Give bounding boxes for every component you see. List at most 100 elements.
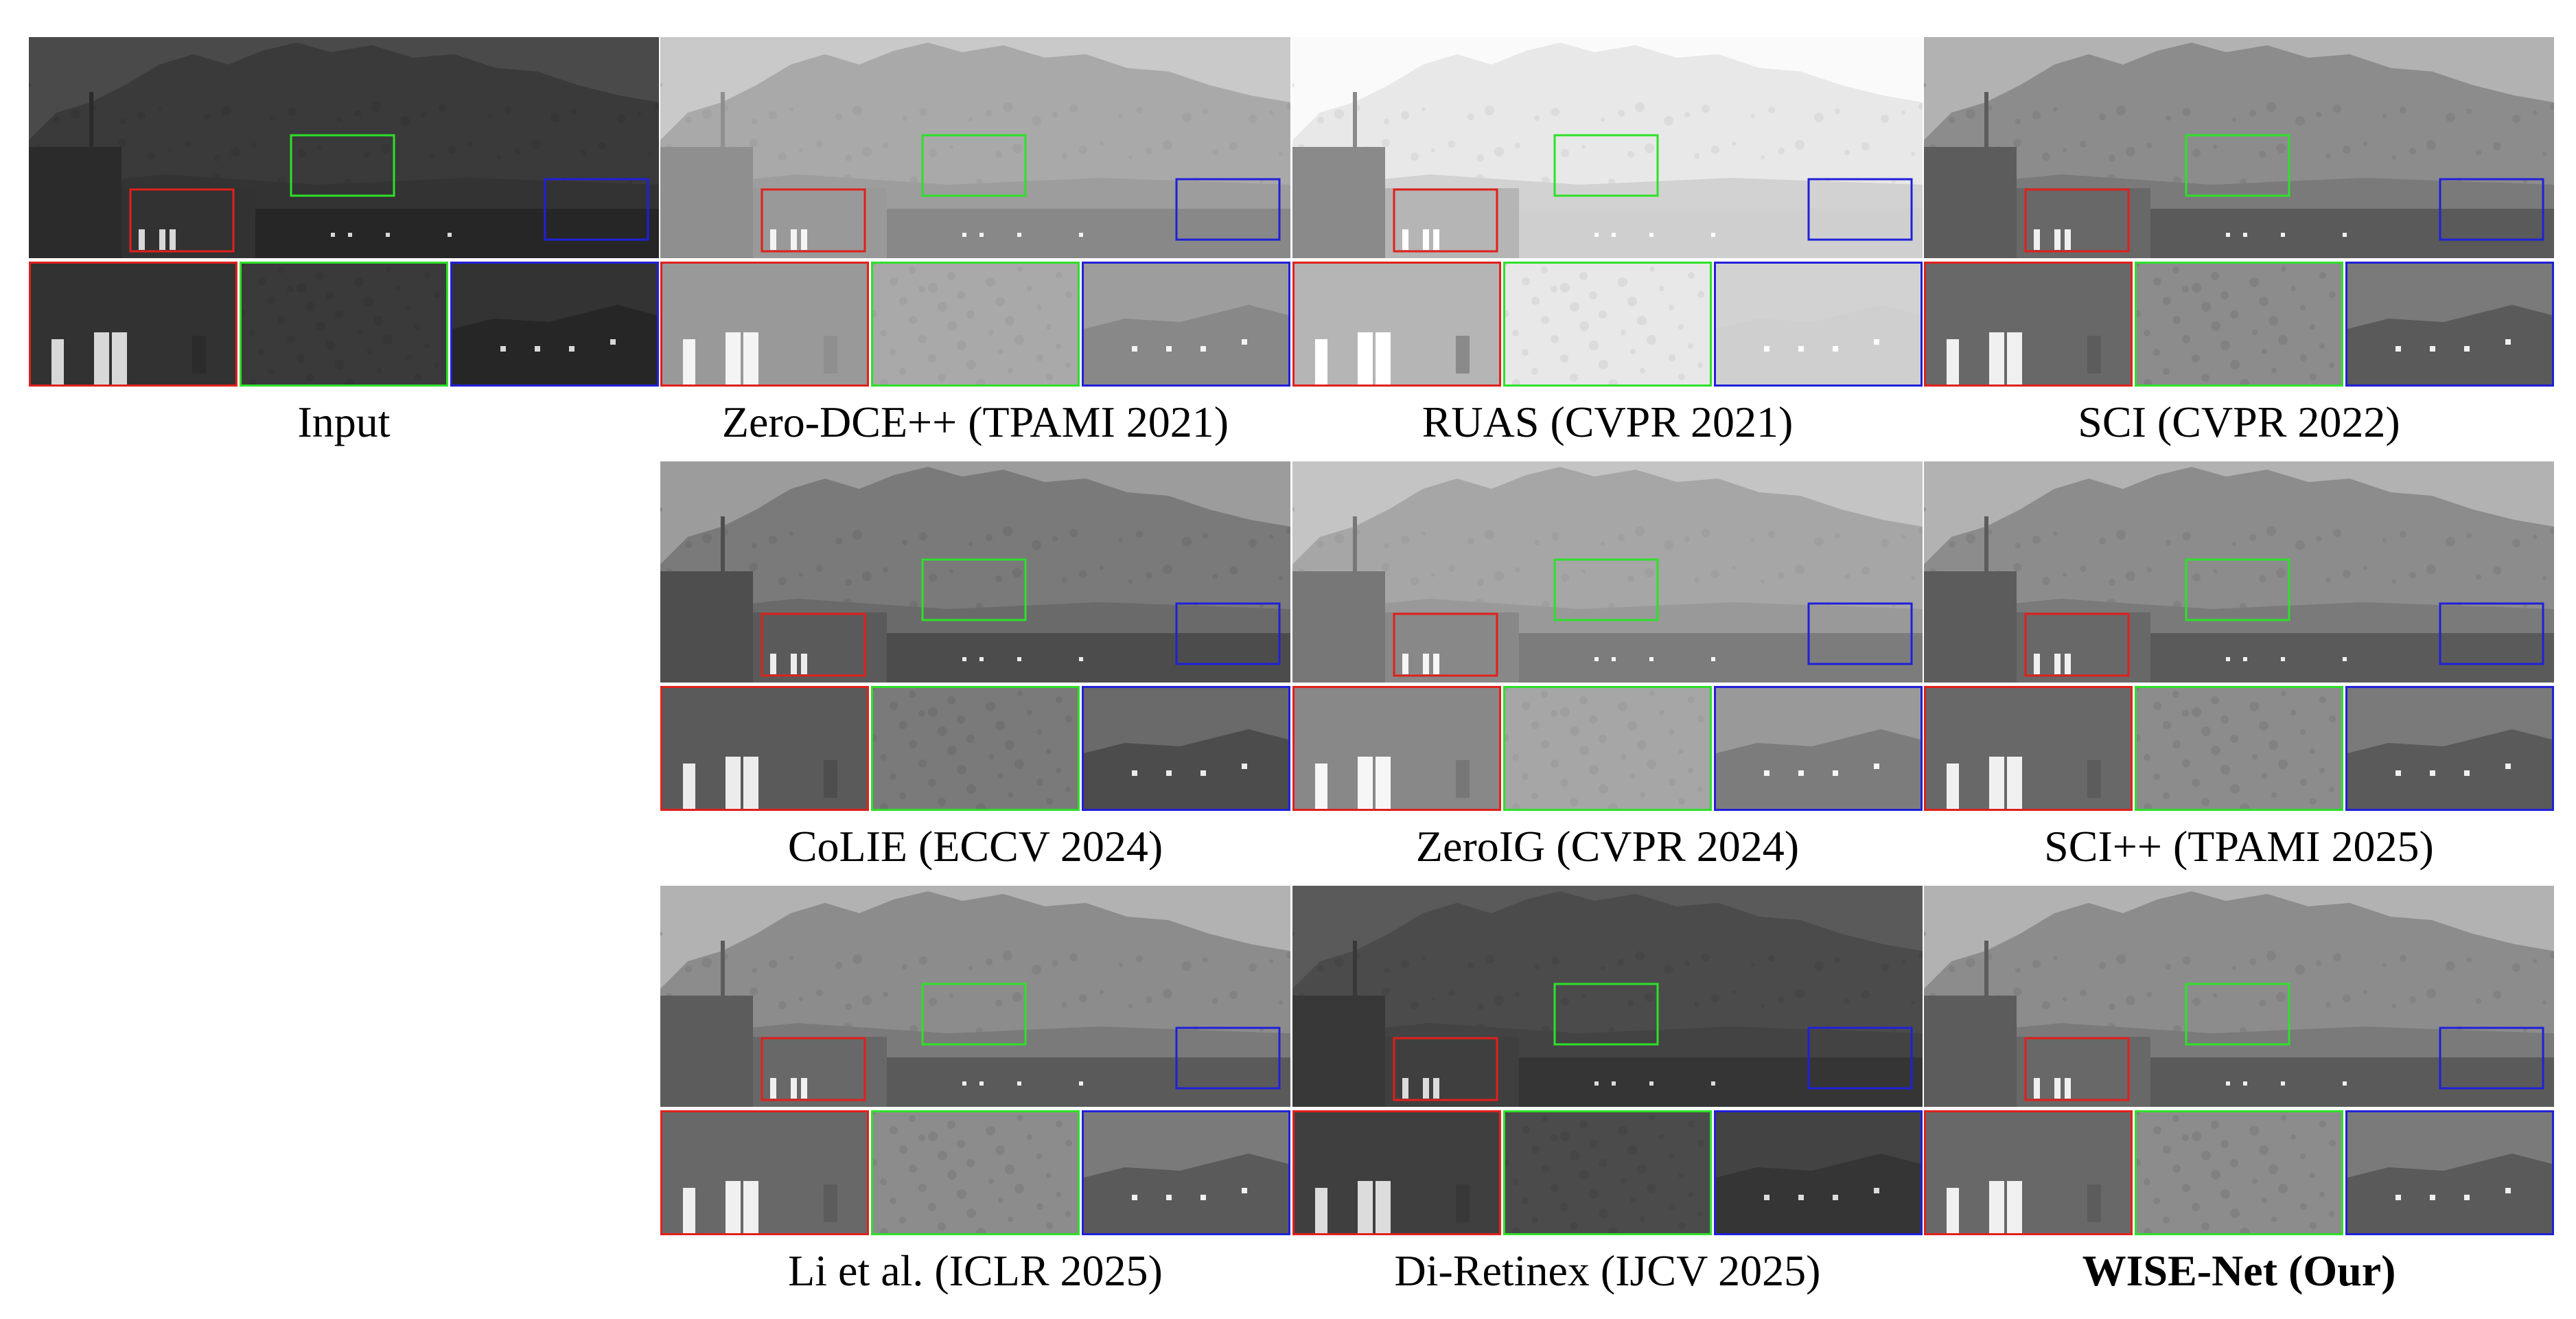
mountain-texture xyxy=(968,966,973,970)
mountain-texture xyxy=(421,112,426,117)
mountain-texture xyxy=(919,108,927,116)
foliage-texture xyxy=(1056,1121,1063,1127)
foliage-texture xyxy=(2220,715,2229,724)
panel-zeroig: ZeroIG (CVPR 2024) xyxy=(1292,461,1923,874)
mountain-texture xyxy=(995,575,1002,582)
foliage-texture xyxy=(1647,1184,1656,1193)
foliage-texture xyxy=(2220,765,2230,775)
window xyxy=(1358,332,1373,385)
foliage-texture xyxy=(2201,302,2211,312)
foliage-texture xyxy=(1027,1134,1032,1140)
mountain-texture xyxy=(1012,992,1022,1002)
window xyxy=(801,229,807,250)
mountain-texture xyxy=(949,994,953,998)
foliage-texture xyxy=(1599,1159,1607,1167)
foliage-texture xyxy=(1627,297,1637,306)
zoom-box-red xyxy=(1393,612,1498,677)
mountain-texture xyxy=(251,143,257,148)
zoom-box-blue xyxy=(544,178,649,241)
mountain-texture xyxy=(919,956,927,965)
mountain-texture xyxy=(647,152,651,156)
mountain-texture xyxy=(2080,565,2087,572)
foliage-texture xyxy=(918,335,927,343)
foliage-texture xyxy=(1589,765,1599,775)
foliage-texture xyxy=(890,349,896,356)
lit-window xyxy=(1017,1081,1021,1086)
foliage-texture xyxy=(1627,721,1637,731)
foliage-texture xyxy=(2300,779,2307,785)
mountain-texture xyxy=(2333,104,2341,113)
foliage-texture xyxy=(1570,798,1578,806)
foliage-texture xyxy=(1522,702,1530,710)
foliage-texture xyxy=(2172,316,2181,324)
mountain-texture xyxy=(816,141,823,148)
foliage-texture xyxy=(2153,277,2161,286)
left-tower xyxy=(1292,147,1385,258)
mountain-texture xyxy=(750,139,758,147)
mountain-texture xyxy=(862,996,872,1005)
foliage-texture xyxy=(966,1159,975,1167)
window xyxy=(743,332,758,385)
mountain-texture xyxy=(1515,567,1520,573)
foliage-texture xyxy=(966,360,976,369)
mountain-texture xyxy=(2363,990,2367,994)
foliage-texture xyxy=(2300,1203,2307,1210)
mountain-texture xyxy=(1422,107,1426,111)
foliage-texture xyxy=(1688,1121,1695,1127)
mountain-texture xyxy=(1269,959,1273,963)
roofline xyxy=(2347,1154,2552,1233)
mountain-texture xyxy=(1561,149,1569,157)
foliage-texture xyxy=(2182,286,2189,293)
foliage-texture xyxy=(2230,1208,2240,1218)
mountain-texture xyxy=(852,106,862,115)
foliage-texture xyxy=(2262,349,2267,354)
foliage-texture xyxy=(2230,1159,2238,1167)
foliage-texture xyxy=(415,324,420,330)
mountain-texture xyxy=(1100,990,1104,994)
mountain-texture xyxy=(468,141,472,146)
lit-window xyxy=(962,657,966,661)
mountain-texture xyxy=(147,152,155,161)
foliage-texture xyxy=(957,1140,965,1148)
mountain-texture xyxy=(204,113,211,120)
foliage-texture xyxy=(1637,316,1647,325)
lit-window xyxy=(1166,346,1172,352)
mountain-texture xyxy=(531,140,541,150)
foliage-texture xyxy=(415,374,421,380)
mountain-texture xyxy=(1814,113,1824,122)
foliage-texture xyxy=(1608,803,1618,809)
mountain-texture xyxy=(1422,956,1426,960)
signage xyxy=(824,760,837,798)
mountain-texture xyxy=(1119,114,1123,118)
foliage-texture xyxy=(880,379,888,385)
panel-di-retinex: Di-Retinex (IJCV 2025) xyxy=(1292,886,1923,1298)
mountain-texture xyxy=(487,114,491,118)
mountain-texture xyxy=(835,113,842,120)
foliage-texture xyxy=(1608,379,1618,385)
tower-mast xyxy=(1353,941,1357,999)
lit-window xyxy=(1200,770,1206,776)
mountain-texture xyxy=(752,543,757,549)
mountain-texture xyxy=(1448,565,1455,572)
crop-red xyxy=(1924,686,2133,811)
mountain-texture xyxy=(231,147,240,157)
mountain-texture xyxy=(1581,145,1586,149)
foliage-texture xyxy=(1647,335,1656,345)
mountain-texture xyxy=(1249,539,1257,547)
foliage-texture xyxy=(2278,759,2288,769)
mountain-texture xyxy=(1163,140,1172,150)
mountain-texture xyxy=(1911,1000,1915,1005)
lit-window xyxy=(1242,339,1247,345)
foliage-texture xyxy=(2182,1134,2189,1141)
foliage-texture xyxy=(1579,746,1589,755)
distant-buildings xyxy=(255,209,659,258)
panel-caption: Li et al. (ICLR 2025) xyxy=(788,1246,1163,1295)
mountain-texture xyxy=(1918,103,1923,110)
foliage-texture xyxy=(947,696,955,704)
zoom-box-red xyxy=(761,1037,866,1101)
foliage-texture xyxy=(1589,1189,1599,1199)
mountain-texture xyxy=(2295,116,2305,126)
mountain-texture xyxy=(1684,536,1690,542)
foliage-texture xyxy=(2329,1140,2336,1147)
distant-buildings xyxy=(1519,209,1923,258)
